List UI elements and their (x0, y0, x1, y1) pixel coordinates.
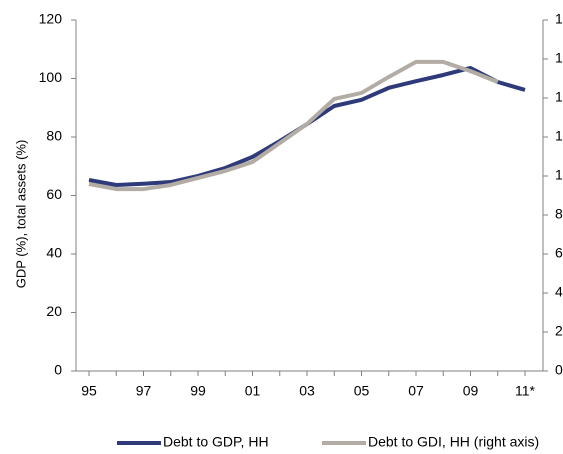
x-tick-label: 07 (408, 383, 424, 399)
y-tick-label: 120 (39, 11, 63, 27)
x-tick-label: 03 (299, 383, 315, 399)
y2-tick-label: 140 (555, 89, 563, 105)
y2-tick-label: 180 (555, 11, 563, 27)
y2-tick-label: 20 (555, 323, 563, 339)
y2-tick-label: 0 (555, 362, 563, 378)
x-tick-label: 09 (463, 383, 479, 399)
y-tick-label: 80 (46, 128, 62, 144)
y-tick-label: 40 (46, 245, 62, 261)
x-tick-label: 05 (354, 383, 370, 399)
y2-tick-label: 80 (555, 206, 563, 222)
y2-tick-label: 160 (555, 50, 563, 66)
x-tick-label: 95 (81, 383, 97, 399)
x-tick-label: 97 (136, 383, 152, 399)
y-tick-label: 0 (54, 362, 62, 378)
y2-tick-label: 120 (555, 128, 563, 144)
x-tick-label: 01 (245, 383, 261, 399)
y2-tick-label: 60 (555, 245, 563, 261)
y-tick-label: 20 (46, 303, 62, 319)
legend-label: Debt to GDP, HH (163, 434, 269, 450)
y-tick-label: 100 (39, 69, 63, 85)
y2-tick-label: 40 (555, 284, 563, 300)
x-tick-label: 99 (190, 383, 206, 399)
legend-label: Debt to GDI, HH (right axis) (368, 434, 539, 450)
series-line (88, 65, 526, 187)
series-line (88, 59, 499, 192)
y-axis-label: GDP (%), total assets (%) (13, 140, 28, 289)
y-tick-label: 60 (46, 186, 62, 202)
y2-tick-label: 100 (555, 167, 563, 183)
x-tick-label: 11* (515, 383, 536, 399)
